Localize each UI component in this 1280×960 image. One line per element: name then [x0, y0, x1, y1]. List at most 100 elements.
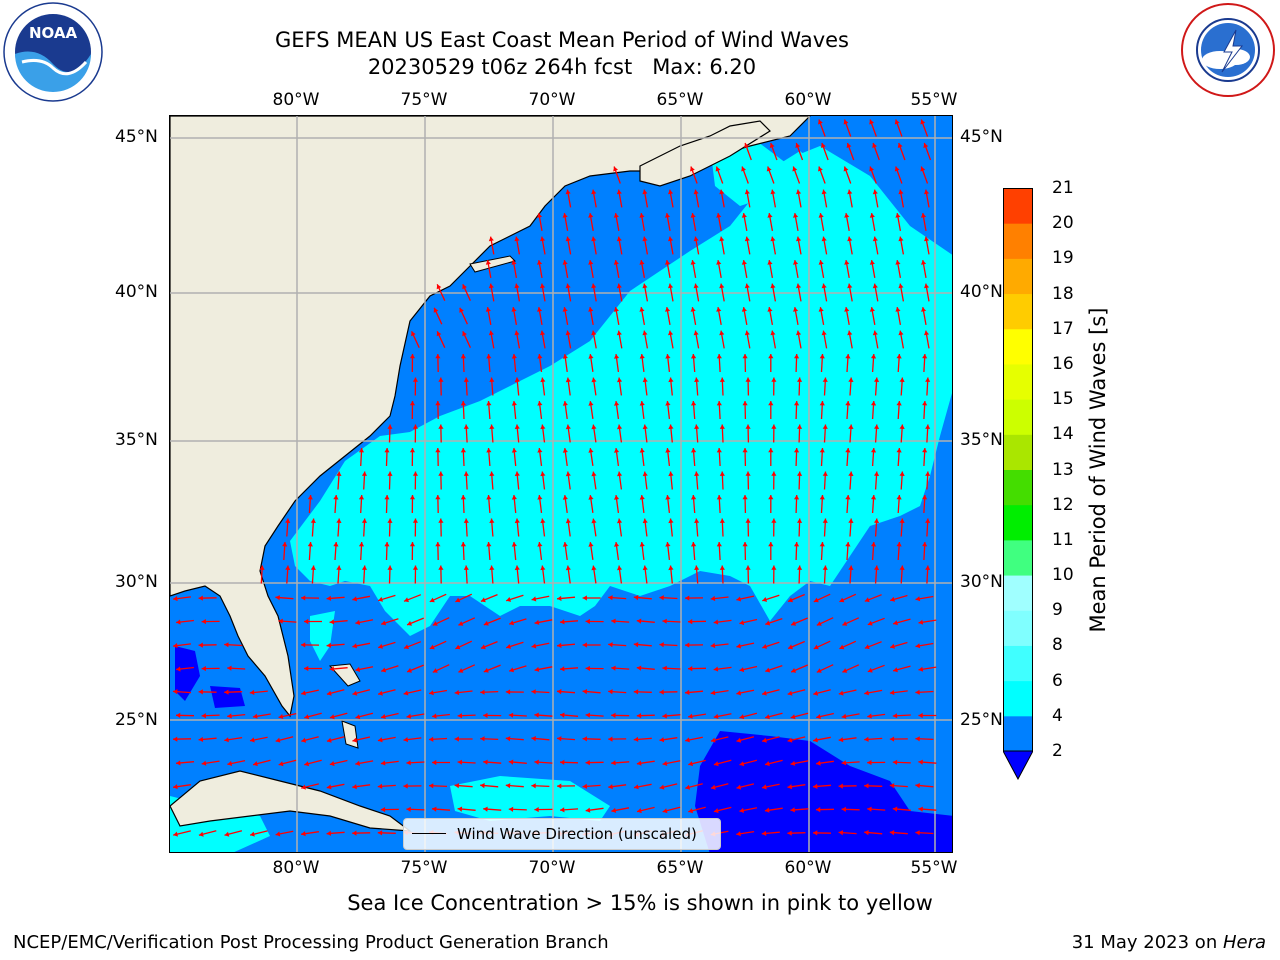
- colorbar-tick-label: 13: [1052, 459, 1074, 480]
- wind-wave-arrowhead: [662, 808, 668, 814]
- wind-wave-arrowhead: [719, 283, 725, 289]
- wind-wave-arrowhead: [540, 471, 546, 477]
- wind-wave-arrowhead: [537, 495, 543, 500]
- wind-wave-arrowhead: [407, 667, 412, 673]
- wind-wave-arrowhead: [252, 713, 258, 719]
- wind-wave-arrowhead: [403, 783, 408, 789]
- wind-wave-arrowhead: [562, 307, 568, 312]
- wind-wave-arrowhead: [488, 330, 494, 336]
- wind-wave-arrowhead: [514, 236, 520, 242]
- run-date-text: 31 May 2023 on: [1071, 932, 1223, 953]
- wind-wave-arrowhead: [764, 807, 770, 813]
- wind-wave-arrowhead: [847, 189, 853, 195]
- wind-wave-arrowhead: [505, 689, 511, 695]
- wind-wave-arrowhead: [694, 377, 700, 382]
- wind-wave-arrowhead: [765, 761, 770, 767]
- wind-wave-arrowhead: [665, 307, 671, 312]
- wind-wave-arrowhead: [923, 143, 929, 148]
- wind-wave-arrowhead: [871, 495, 877, 500]
- wind-wave-arrowhead: [557, 783, 562, 789]
- wind-wave-arrowhead: [633, 595, 639, 601]
- lon-label-top: 60°W: [784, 90, 832, 110]
- wind-wave-arrowhead: [762, 690, 767, 696]
- wind-wave-arrowhead: [540, 424, 546, 430]
- wind-wave-arrowhead: [716, 260, 722, 265]
- wind-wave-arrowhead: [867, 620, 873, 626]
- wind-wave-arrowhead: [380, 760, 386, 766]
- colorbar-tick-label: 10: [1052, 565, 1074, 586]
- wind-wave-arrowhead: [847, 236, 853, 242]
- lon-label-bottom: 55°W: [910, 858, 958, 878]
- wind-wave-arrowhead: [614, 495, 620, 500]
- wind-wave-arrowhead: [617, 424, 623, 430]
- wind-wave-arrowhead: [511, 401, 517, 406]
- wind-wave-arrowhead: [537, 213, 543, 218]
- wind-wave-arrowhead: [639, 260, 645, 265]
- wind-wave-arrowhead: [505, 736, 511, 742]
- wind-wave-arrowhead: [869, 260, 875, 265]
- wind-wave-arrowhead: [922, 542, 928, 547]
- wind-wave-arrowhead: [822, 565, 828, 570]
- wind-wave-arrowhead: [409, 542, 415, 547]
- wind-wave-arrowhead: [176, 619, 181, 625]
- wind-wave-arrowhead: [454, 736, 459, 742]
- wave-period-region-below-2: [175, 646, 200, 701]
- wind-wave-arrowhead: [275, 595, 280, 601]
- wind-wave-arrowhead: [483, 620, 489, 626]
- colorbar-tick-label: 15: [1052, 389, 1074, 410]
- wind-wave-arrowhead: [924, 283, 930, 289]
- wind-wave-arrowhead: [766, 166, 772, 172]
- lat-label-right: 45°N: [960, 127, 1003, 147]
- wind-wave-arrowhead: [617, 565, 623, 571]
- wind-wave-arrowhead: [438, 424, 444, 429]
- wind-wave-arrowhead: [816, 668, 822, 673]
- wind-wave-arrowhead: [514, 565, 520, 571]
- wind-wave-arrowhead: [918, 806, 923, 812]
- wind-wave-arrowhead: [893, 620, 898, 626]
- wind-wave-arrowhead: [843, 166, 849, 172]
- wind-wave-arrowhead: [642, 330, 648, 336]
- wind-wave-arrowhead: [403, 737, 408, 743]
- wind-wave-arrowhead: [665, 448, 671, 453]
- wind-wave-arrowhead: [797, 377, 803, 382]
- wind-wave-arrowhead: [429, 736, 434, 742]
- wind-wave-arrowhead: [793, 213, 799, 218]
- wind-wave-arrowhead: [744, 143, 749, 148]
- wind-wave-arrowhead: [534, 712, 539, 718]
- wind-wave-arrowhead: [794, 542, 800, 547]
- lon-label-bottom: 60°W: [784, 858, 832, 878]
- wind-wave-arrowhead: [224, 737, 229, 743]
- chart-title: GEFS MEAN US East Coast Mean Period of W…: [275, 28, 849, 52]
- wind-wave-arrowhead: [176, 666, 181, 672]
- wind-wave-arrowhead: [744, 330, 750, 336]
- wind-wave-arrowhead: [588, 448, 594, 453]
- wind-wave-arrowhead: [565, 424, 571, 430]
- wind-wave-arrowhead: [483, 667, 489, 673]
- wind-wave-arrowhead: [537, 260, 543, 265]
- wind-wave-arrowhead: [742, 401, 748, 406]
- wind-wave-arrowhead: [488, 283, 494, 289]
- wind-wave-arrowhead: [787, 690, 793, 696]
- wind-wave-arrowhead: [409, 448, 415, 453]
- wind-wave-arrowhead: [739, 807, 745, 813]
- wind-wave-arrowhead: [565, 189, 571, 195]
- wind-wave-arrowhead: [741, 307, 747, 312]
- map-panel: Wind Wave Direction (unscaled): [169, 115, 953, 853]
- wind-wave-arrowhead: [509, 620, 514, 626]
- wind-wave-arrowhead: [505, 783, 511, 789]
- wind-wave-arrowhead: [848, 471, 854, 476]
- wind-wave-arrowhead: [791, 621, 797, 626]
- wind-wave-arrowhead: [582, 783, 588, 789]
- wind-wave-arrowhead: [387, 424, 393, 429]
- lon-label-top: 80°W: [272, 90, 320, 110]
- wind-wave-arrowhead: [224, 689, 229, 695]
- wind-wave-arrowhead: [893, 667, 898, 673]
- wind-wave-arrowhead: [642, 236, 648, 242]
- wind-wave-arrowhead: [841, 713, 847, 719]
- colorbar-segment: [1003, 258, 1033, 295]
- wind-wave-arrowhead: [762, 784, 767, 790]
- wind-wave-arrowhead: [480, 644, 486, 650]
- wind-wave-arrowhead: [285, 518, 291, 523]
- wind-wave-arrowhead: [460, 542, 466, 547]
- wind-wave-arrowhead: [896, 448, 902, 453]
